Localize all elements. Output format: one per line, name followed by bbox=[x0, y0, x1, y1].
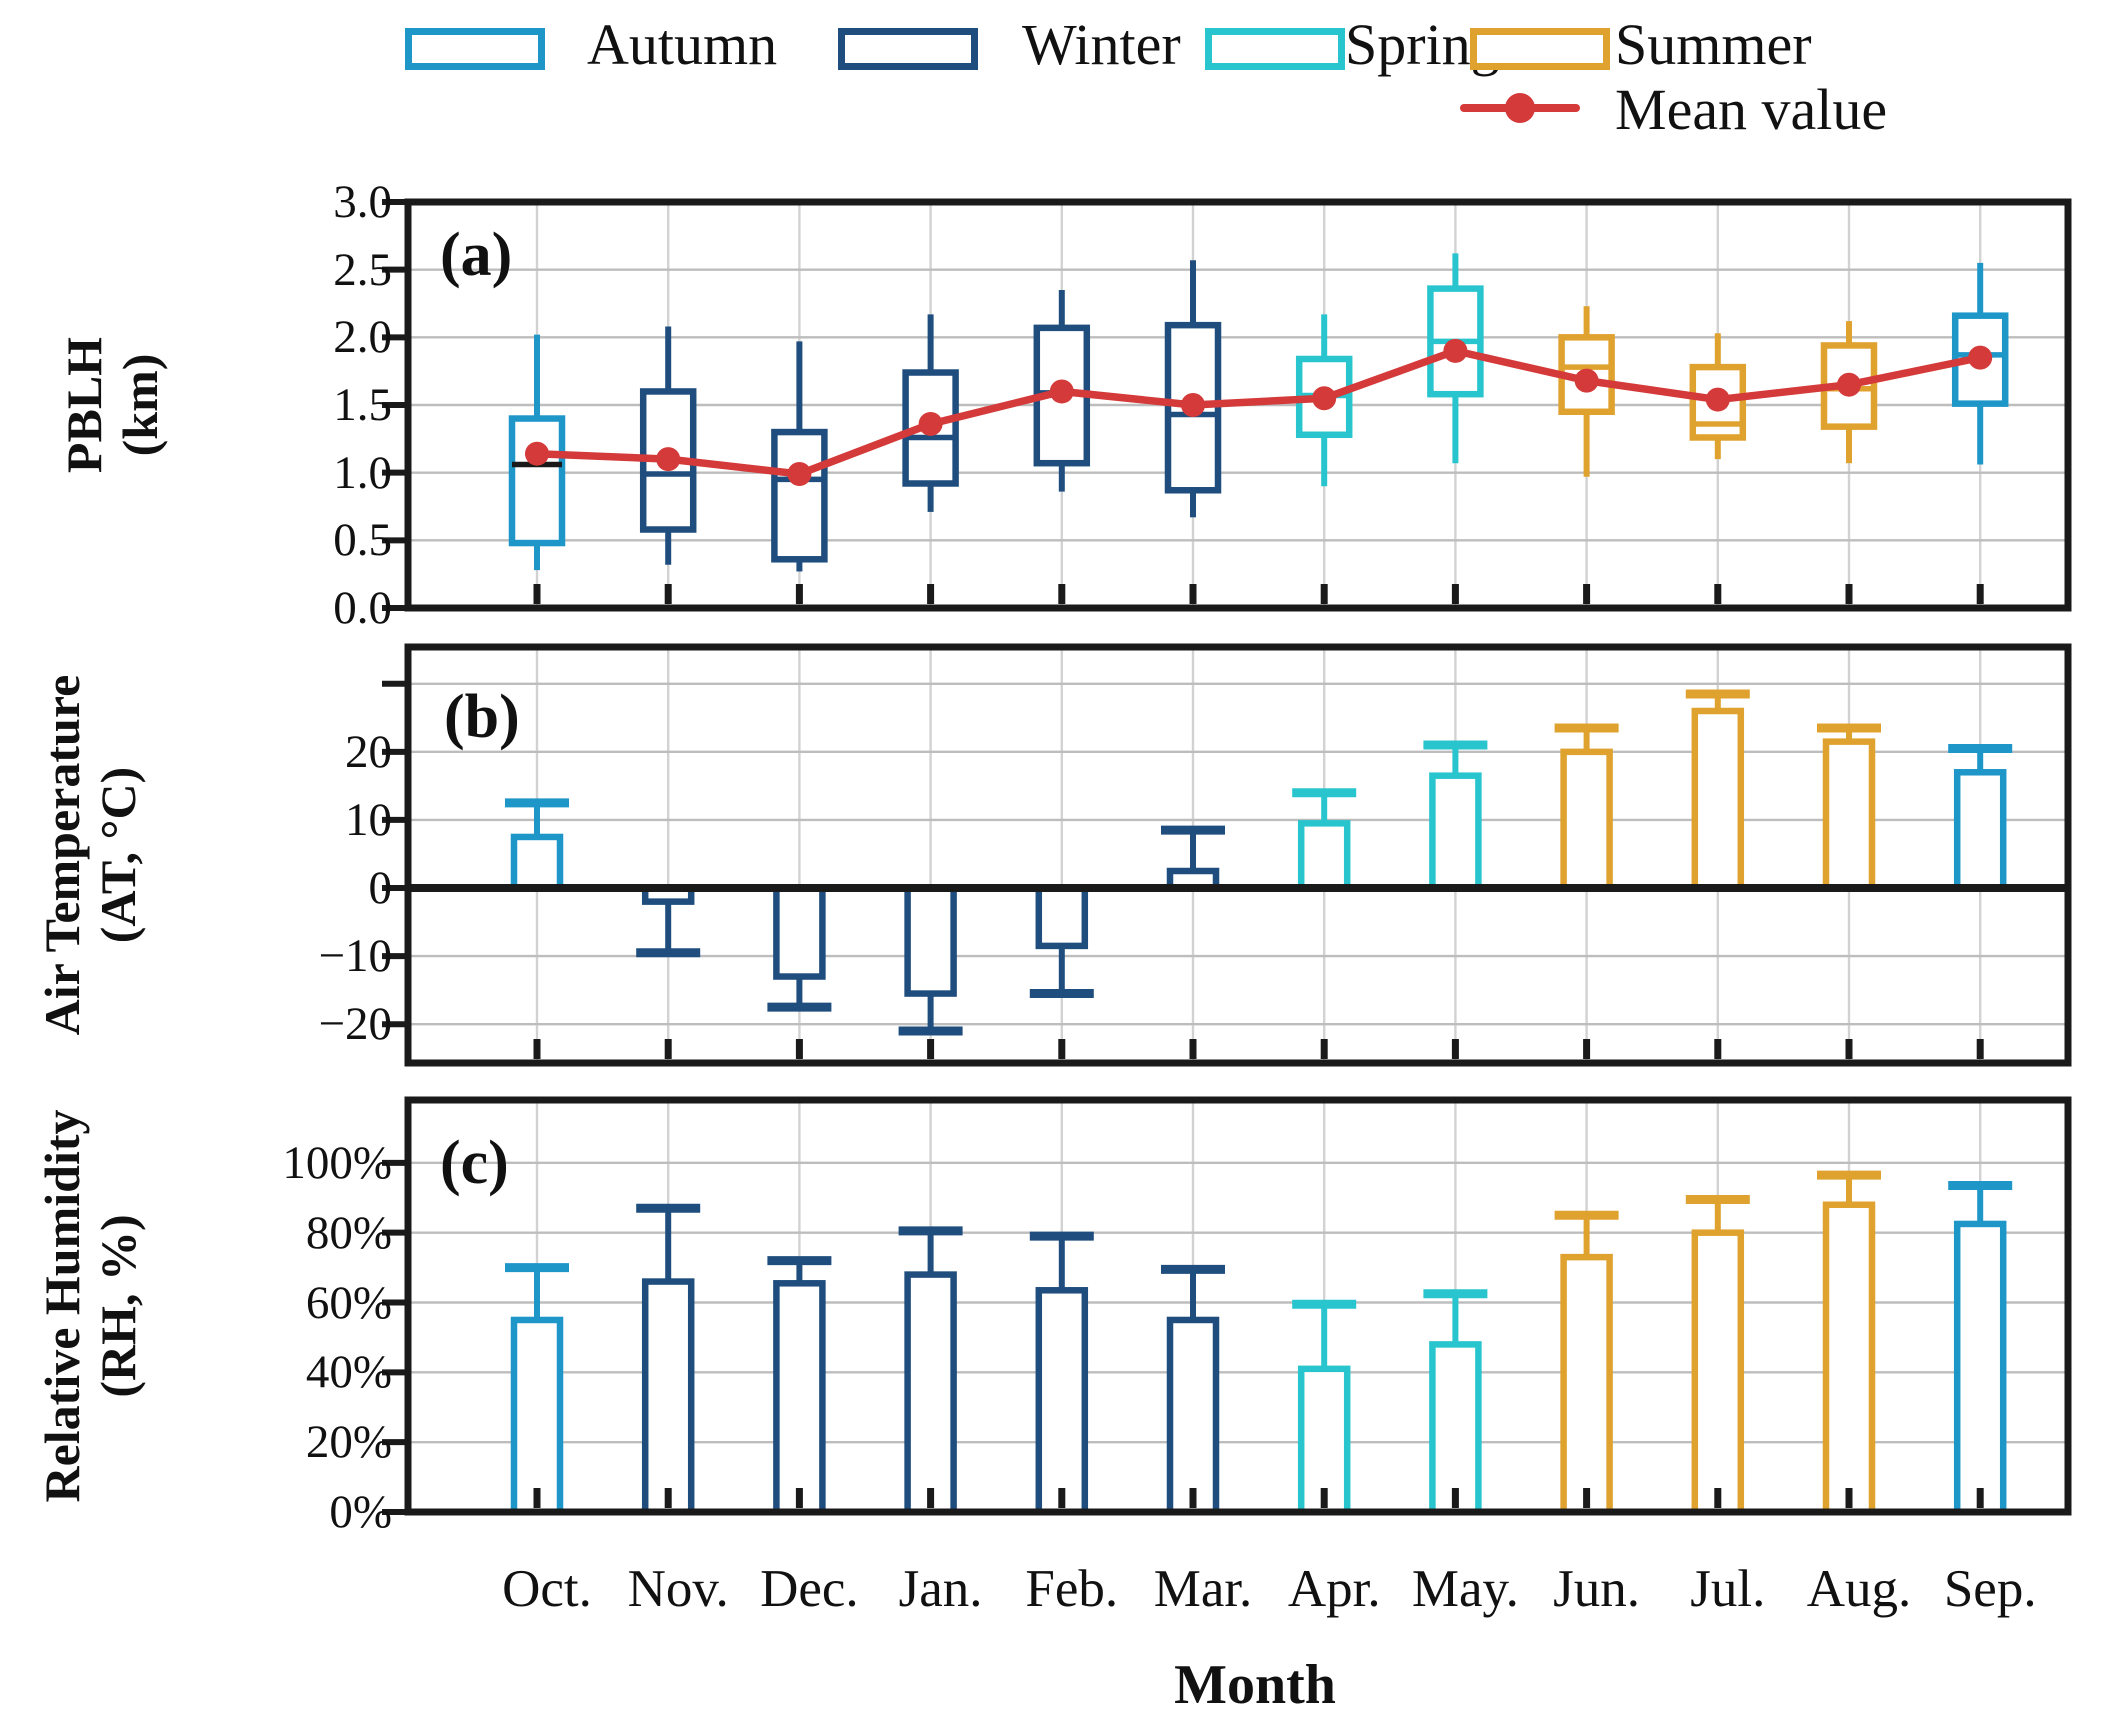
y-axis-title-rh-line2: (RH, %) bbox=[90, 1214, 146, 1398]
y-tick-label: −20 bbox=[318, 998, 392, 1051]
x-tick-label-feb: Feb. bbox=[1025, 1560, 1119, 1618]
bar-Feb. bbox=[1035, 884, 1089, 950]
x-tick-label-sep: Sep. bbox=[1943, 1560, 2037, 1618]
y-tick-label: 80% bbox=[305, 1206, 392, 1259]
mean-dot-Nov. bbox=[656, 447, 681, 472]
bar-May. bbox=[1429, 1341, 1482, 1516]
bar-Dec. bbox=[773, 884, 826, 980]
mean-line bbox=[536, 346, 1981, 478]
legend-mean-dot-icon bbox=[1505, 93, 1535, 123]
x-axis-title: Month bbox=[1174, 1654, 1336, 1716]
bar-Dec. bbox=[773, 1280, 826, 1516]
bar-Jan. bbox=[904, 884, 957, 997]
bar-Oct. bbox=[510, 1316, 564, 1516]
y-tick-label: 10 bbox=[345, 793, 392, 846]
panel-border-(c) bbox=[404, 1096, 2072, 1516]
x-tick-label-nov: Nov. bbox=[627, 1560, 729, 1618]
mean-dot-Apr. bbox=[1312, 386, 1337, 411]
legend-label-mean: Mean value bbox=[1615, 77, 1888, 142]
y-tick-label: 2.0 bbox=[333, 311, 392, 364]
bar-Feb. bbox=[1035, 1287, 1089, 1516]
x-tick-label-oct: Oct. bbox=[502, 1560, 592, 1618]
panel-label-b: (b) bbox=[444, 683, 520, 751]
x-tick-label-jun: Jun. bbox=[1553, 1560, 1641, 1618]
x-tick-label-may: May. bbox=[1411, 1560, 1519, 1618]
bar-Sep. bbox=[1953, 1220, 2007, 1516]
mean-dot-Jul. bbox=[1705, 387, 1730, 412]
bar-Apr. bbox=[1297, 820, 1351, 892]
y-axis-title-at-line2: (AT, °C) bbox=[90, 766, 146, 944]
bar-Mar. bbox=[1166, 1316, 1220, 1516]
y-tick-label: 0 bbox=[368, 862, 393, 915]
mean-dot-Jun. bbox=[1574, 368, 1599, 393]
bar-Oct. bbox=[510, 833, 564, 892]
x-tick-label-aug: Aug. bbox=[1806, 1560, 1912, 1618]
y-tick-label: 0.0 bbox=[333, 582, 392, 634]
bar-Sep. bbox=[1953, 769, 2007, 892]
y-tick-label: 1.0 bbox=[333, 446, 392, 499]
panel-border-(a) bbox=[404, 198, 2072, 612]
box-Dec. bbox=[771, 428, 828, 563]
x-tick-label-dec: Dec. bbox=[760, 1560, 859, 1618]
y-axis-title-relative-humidity: Relative Humidity (RH, %) bbox=[34, 1109, 146, 1502]
y-axis-title-pblh-line2: (km) bbox=[112, 353, 168, 457]
mean-dot-Dec. bbox=[787, 462, 812, 487]
mean-dot-Mar. bbox=[1181, 393, 1205, 417]
bar-May. bbox=[1429, 772, 1482, 892]
y-axis-title-air-temperature: Air Temperature (AT, °C) bbox=[34, 675, 146, 1036]
y-tick-label: 40% bbox=[305, 1346, 392, 1399]
box-Oct. bbox=[508, 415, 566, 547]
x-tick-label-apr: Apr. bbox=[1287, 1560, 1381, 1618]
y-tick-label: −10 bbox=[318, 930, 392, 983]
x-tick-label-jul: Jul. bbox=[1690, 1560, 1766, 1618]
y-tick-label: 0% bbox=[329, 1486, 392, 1538]
y-tick-label: 60% bbox=[305, 1276, 392, 1329]
x-tick-label-mar: Mar. bbox=[1153, 1560, 1253, 1618]
mean-dot-Sep. bbox=[1968, 345, 1993, 370]
mean-dot-Jan. bbox=[918, 411, 943, 436]
mean-dot-Oct. bbox=[525, 441, 549, 466]
bar-Aug. bbox=[1822, 1201, 1876, 1516]
y-axis-title-pblh-line1: PBLH bbox=[56, 336, 112, 474]
bar-Jul. bbox=[1691, 1229, 1745, 1516]
legend-swatch-winter bbox=[838, 28, 978, 70]
y-tick-label: 3.0 bbox=[333, 176, 392, 228]
legend-label-autumn: Autumn bbox=[587, 12, 778, 77]
panel-label-c: (c) bbox=[440, 1129, 509, 1197]
mean-dot-Feb. bbox=[1049, 379, 1074, 404]
y-axis-title-pblh: PBLH (km) bbox=[56, 337, 168, 473]
bar-Nov. bbox=[641, 1278, 695, 1516]
bar-Jun. bbox=[1560, 1253, 1613, 1516]
y-tick-label: 2.5 bbox=[333, 243, 392, 296]
y-tick-label: 20% bbox=[305, 1416, 392, 1469]
bar-Aug. bbox=[1822, 738, 1876, 892]
x-tick-label-jan: Jan. bbox=[898, 1560, 983, 1618]
bar-Jul. bbox=[1691, 707, 1745, 892]
legend-label-summer: Summer bbox=[1615, 12, 1812, 77]
legend-label-winter: Winter bbox=[1022, 12, 1181, 77]
y-tick-label: 0.5 bbox=[333, 514, 392, 567]
y-axis-title-rh-line1: Relative Humidity bbox=[34, 1109, 90, 1503]
y-tick-label: 1.5 bbox=[333, 379, 392, 431]
y-tick-label: 20 bbox=[345, 725, 392, 778]
legend-swatch-spring bbox=[1205, 28, 1345, 70]
legend-swatch-autumn bbox=[405, 28, 545, 70]
bar-Jun. bbox=[1560, 748, 1613, 892]
panel-label-a: (a) bbox=[440, 221, 513, 289]
bar-Jan. bbox=[904, 1271, 957, 1516]
legend-swatch-summer bbox=[1470, 28, 1610, 70]
y-tick-label: 100% bbox=[282, 1136, 392, 1189]
box-Jan. bbox=[902, 369, 959, 487]
mean-dot-Aug. bbox=[1837, 372, 1861, 397]
y-axis-title-at-line1: Air Temperature bbox=[34, 674, 90, 1036]
mean-dot-May. bbox=[1443, 338, 1468, 363]
panel-border-(b) bbox=[404, 643, 2072, 1067]
